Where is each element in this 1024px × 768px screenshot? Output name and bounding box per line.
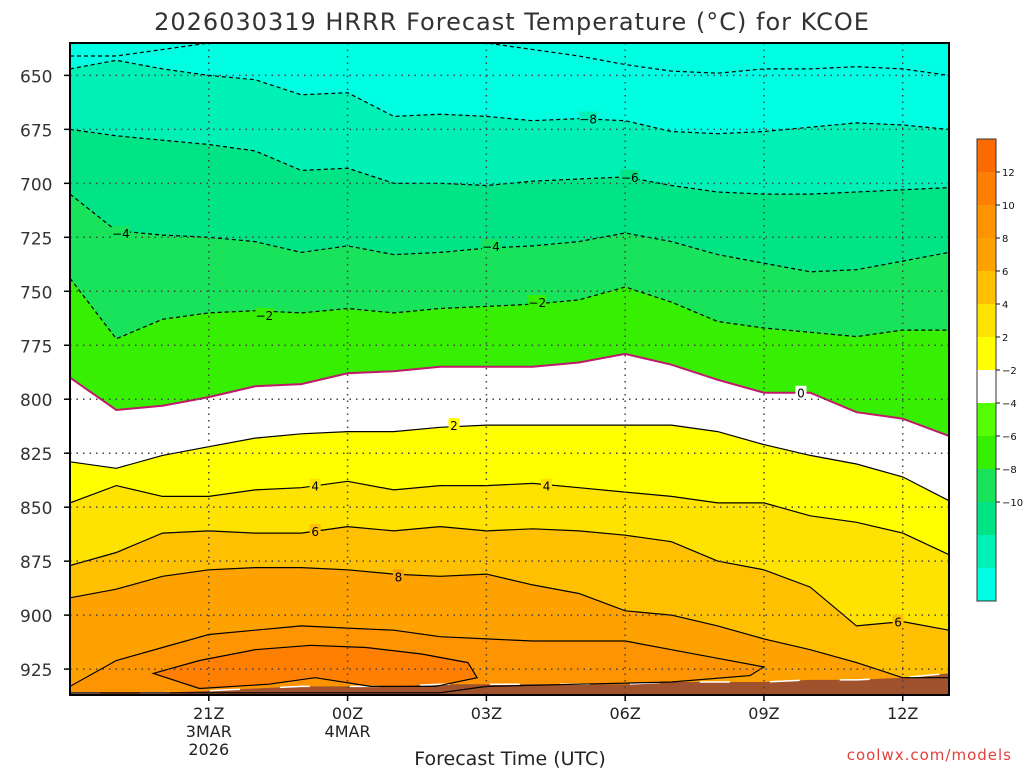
colorbar-swatch-8 [977, 403, 996, 437]
credit-text[interactable]: coolwx.com/models [847, 746, 1012, 764]
y-tick-label-700: 700 [20, 175, 52, 195]
colorbar-label-1: 10 [1002, 201, 1015, 212]
contour-label-2-0: 2 [450, 419, 458, 433]
colorbar-label-5: 2 [1002, 333, 1008, 344]
colorbar-swatch-4 [977, 271, 996, 305]
contour-label-6-1: 6 [894, 616, 902, 630]
y-tick-label-675: 675 [20, 121, 52, 141]
y-tick-label-875: 875 [20, 553, 52, 573]
contour-label-bg [309, 478, 321, 492]
colorbar-swatch-10 [977, 469, 996, 503]
x-tick-label-21Z: 21Z [193, 704, 224, 723]
colorbar: 12 10 8 6 4 2 −2 −4 −6 −8 −10 [976, 138, 1023, 602]
fill-closed-level-12 [153, 645, 478, 689]
colorbar-swatch-3 [977, 238, 996, 272]
ground-surface-edge [70, 672, 949, 694]
contour-label-bg [620, 169, 639, 183]
y-axis: 650 675 700 725 750 775 800 825 850 875 900 925 [20, 67, 70, 681]
y-tick-label-725: 725 [20, 229, 52, 249]
colorbar-label-8: −6 [1002, 432, 1017, 443]
colorbar-label-7: −4 [1002, 399, 1017, 410]
colorbar-swatch-11 [977, 502, 996, 536]
x-axis-label: Forecast Time (UTC) [414, 748, 605, 768]
colorbar-swatch-0 [977, 139, 996, 173]
contour-line-level-8 [70, 567, 949, 679]
colorbar-swatch-13 [977, 568, 996, 602]
contour-label--8-0: −8 [579, 113, 597, 127]
colorbar-label-3: 6 [1002, 267, 1008, 278]
colorbar-swatch-5 [977, 304, 996, 338]
colorbar-label-0: 12 [1002, 168, 1015, 179]
colorbar-label-10: −10 [1002, 498, 1023, 509]
y-tick-label-925: 925 [20, 661, 52, 681]
x-tick-year-21Z: 2026 [188, 740, 229, 759]
y-tick-label-825: 825 [20, 445, 52, 465]
contour-label-4-0: 4 [311, 480, 319, 494]
contour-line-level-2 [70, 424, 949, 502]
contour-line-level-4 [70, 480, 949, 556]
contour-label-6-0: 6 [311, 525, 319, 539]
contour-label-0-0: 0 [797, 387, 805, 401]
contour-fills [70, 43, 949, 695]
colorbar-label-4: 4 [1002, 300, 1008, 311]
contour-line-level-6 [70, 525, 949, 631]
contour-label--4-0: −4 [112, 227, 130, 241]
chart-title: 2026030319 HRRR Forecast Temperature (°C… [154, 8, 870, 36]
y-tick-label-650: 650 [20, 67, 52, 87]
y-tick-label-850: 850 [20, 499, 52, 519]
contour-line-level--4 [70, 193, 949, 273]
colorbar-label-9: −8 [1002, 465, 1017, 476]
colorbar-swatch-1 [977, 172, 996, 206]
y-tick-label-800: 800 [20, 391, 52, 411]
contour-closed-level-12 [151, 644, 479, 690]
x-tick-label-00Z: 00Z [332, 704, 363, 723]
colorbar-swatch-12 [977, 535, 996, 569]
contour-line-level--10 [70, 43, 949, 76]
contour-label-bg [448, 418, 460, 432]
colorbar-label-6: −2 [1002, 366, 1017, 377]
contour-labels: −8 −6 −4 −4 −2 −2 0 2 4 4 6 6 8 [111, 111, 904, 630]
contour-label-bg [111, 225, 130, 239]
grid-lines [70, 43, 949, 695]
x-tick-label-06Z: 06Z [609, 704, 640, 723]
contour-label--2-1: −2 [528, 296, 546, 310]
contour-lines [70, 43, 949, 694]
contour-label-bg [392, 569, 404, 583]
contour-label-bg [541, 478, 553, 492]
contour-label--2-0: −2 [255, 309, 273, 323]
contour-line-level--6 [70, 128, 949, 195]
y-tick-label-750: 750 [20, 283, 52, 303]
contour-label-bg [795, 385, 807, 399]
contour-label-8-0: 8 [395, 570, 403, 584]
x-tick-label-12Z: 12Z [887, 704, 918, 723]
contour-label-bg [892, 614, 904, 628]
x-tick-date-21Z: 3MAR [186, 722, 232, 741]
contour-label-bg [579, 111, 598, 125]
contour-line-level--8 [70, 59, 949, 135]
x-tick-date-00Z: 4MAR [325, 722, 371, 741]
colorbar-label-2: 8 [1002, 234, 1008, 245]
contour-label-bg [528, 295, 547, 309]
contour-label--6-0: −6 [621, 171, 639, 185]
x-tick-label-03Z: 03Z [471, 704, 502, 723]
colorbar-swatch-6 [977, 337, 996, 371]
colorbar-swatch-2 [977, 205, 996, 239]
contour-label-bg [309, 523, 321, 537]
y-tick-label-775: 775 [20, 337, 52, 357]
contour-label-bg [481, 238, 500, 252]
colorbar-swatch-9 [977, 436, 996, 470]
contour-label--4-1: −4 [482, 240, 500, 254]
plot-frame [69, 42, 950, 696]
contour-label-4-1: 4 [543, 480, 551, 494]
contour-label-bg [255, 308, 274, 322]
y-tick-label-900: 900 [20, 607, 52, 627]
x-tick-label-09Z: 09Z [748, 704, 779, 723]
colorbar-swatch-7 [977, 370, 996, 404]
